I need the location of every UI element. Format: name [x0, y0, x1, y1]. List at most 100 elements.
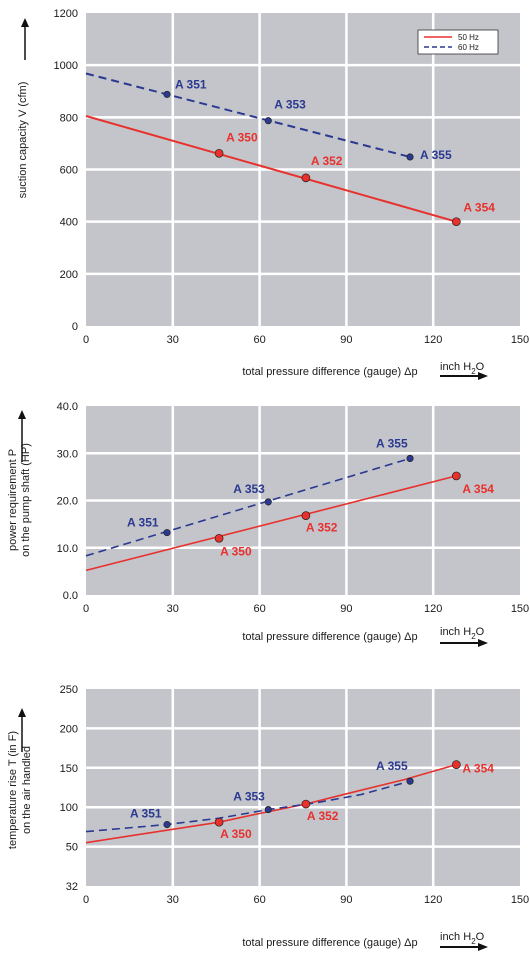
- y-tick-label: 800: [60, 112, 78, 124]
- y-tick-label: 200: [60, 269, 78, 281]
- point-label: A 354: [463, 201, 495, 215]
- legend-entry: 50 Hz: [458, 33, 479, 42]
- y-axis-label: suction capacity V (cfm): [17, 82, 29, 199]
- data-point: [301, 173, 311, 183]
- y-tick-label: 250: [60, 684, 78, 696]
- chart-panel-2: 0 30 60 90 120 150 0.0 10.0 20.0 30.0 40.0 A 350 A 3…: [7, 401, 529, 647]
- x-tick-label: 120: [424, 334, 442, 346]
- y-axis-arrowhead: [18, 708, 26, 717]
- chart-panel-3: 0 30 60 90 120 150 32 50 100 150 200 250 A 350 A 352 A…: [7, 684, 529, 951]
- series-line-50hz: [85, 115, 457, 223]
- point-label: A 350: [220, 544, 252, 558]
- point-label: A 355: [376, 436, 408, 450]
- x-tick-label: 90: [340, 334, 352, 346]
- y-tick-label: 30.0: [57, 448, 78, 460]
- data-point: [301, 511, 311, 520]
- x-axis-arrowhead: [478, 943, 488, 951]
- y-tick-label: 0.0: [63, 590, 78, 602]
- x-unit-suffix: O: [476, 361, 485, 373]
- point-label: A 352: [306, 521, 338, 535]
- data-point: [406, 777, 414, 785]
- x-unit-suffix: O: [476, 931, 485, 943]
- x-tick-label: 60: [253, 334, 265, 346]
- y-tick-label: 1000: [54, 60, 78, 72]
- x-tick-label: 60: [253, 603, 265, 615]
- chart-panel-1: 0 30 60 90 120 150 0 200 400 600 800 1000 1200 A 350 A…: [17, 8, 529, 380]
- y-axis-arrowhead: [21, 18, 29, 27]
- data-point: [264, 498, 272, 506]
- point-label: A 350: [220, 827, 252, 841]
- data-point: [264, 806, 272, 814]
- data-point: [163, 529, 171, 537]
- x-unit-prefix: inch H: [440, 361, 471, 373]
- x-axis-arrowhead: [478, 639, 488, 647]
- x-tick-label: 90: [340, 603, 352, 615]
- data-point: [451, 217, 461, 227]
- x-unit-sub: 2: [471, 632, 476, 641]
- y-tick-label: 1200: [54, 8, 78, 20]
- x-axis-label: total pressure difference (gauge) Δp: [242, 366, 417, 378]
- series-line-60hz: [85, 457, 411, 557]
- x-tick-label: 150: [511, 894, 529, 906]
- data-point: [214, 148, 224, 158]
- x-axis-label: total pressure difference (gauge) Δp: [242, 631, 417, 643]
- point-label: A 355: [420, 148, 452, 162]
- x-tick-label: 90: [340, 894, 352, 906]
- series-line-50hz: [85, 763, 457, 844]
- data-point: [214, 533, 224, 543]
- point-label: A 355: [376, 759, 408, 773]
- x-unit-suffix: O: [476, 626, 485, 638]
- y-tick-label: 32: [66, 881, 78, 893]
- point-label: A 351: [175, 77, 207, 91]
- plot-area: [86, 689, 520, 886]
- x-tick-label: 0: [83, 334, 89, 346]
- y-axis-label: on the pump shaft (HP): [20, 443, 32, 557]
- x-unit-label: inch H2O: [440, 931, 485, 946]
- x-tick-label: 60: [253, 894, 265, 906]
- x-unit-sub: 2: [471, 937, 476, 946]
- point-label: A 354: [462, 482, 494, 496]
- data-point: [406, 153, 414, 161]
- series-line-60hz: [85, 72, 411, 158]
- y-tick-label: 10.0: [57, 543, 78, 555]
- y-tick-label: 20.0: [57, 496, 78, 508]
- x-tick-label: 30: [167, 894, 179, 906]
- data-point: [264, 117, 272, 125]
- x-tick-label: 0: [83, 894, 89, 906]
- x-unit-label: inch H2O: [440, 626, 485, 641]
- x-unit-label: inch H2O: [440, 361, 485, 376]
- legend-entry: 60 Hz: [458, 43, 479, 52]
- data-point: [301, 799, 311, 809]
- x-axis-arrowhead: [478, 372, 488, 380]
- data-point: [163, 90, 171, 98]
- y-tick-label: 100: [60, 802, 78, 814]
- point-label: A 350: [226, 130, 258, 144]
- y-tick-label: 150: [60, 763, 78, 775]
- x-unit-prefix: inch H: [440, 931, 471, 943]
- data-point: [214, 817, 224, 827]
- y-tick-label: 200: [60, 723, 78, 735]
- x-tick-label: 120: [424, 894, 442, 906]
- point-label: A 354: [462, 762, 494, 776]
- point-label: A 353: [233, 790, 265, 804]
- point-label: A 352: [311, 154, 343, 168]
- data-point: [451, 471, 461, 481]
- legend-box: [417, 29, 499, 55]
- y-tick-label: 400: [60, 217, 78, 229]
- data-point: [406, 454, 414, 462]
- x-tick-label: 120: [424, 603, 442, 615]
- data-point: [451, 760, 461, 769]
- point-label: A 351: [130, 807, 162, 821]
- x-tick-label: 150: [511, 334, 529, 346]
- y-axis-label: on the air handled: [21, 746, 33, 834]
- data-point: [163, 820, 171, 829]
- y-tick-label: 0: [72, 321, 78, 333]
- point-label: A 351: [127, 516, 159, 530]
- point-label: A 353: [274, 98, 306, 112]
- y-tick-label: 40.0: [57, 401, 78, 413]
- x-axis-label: total pressure difference (gauge) Δp: [242, 937, 417, 949]
- x-tick-label: 150: [511, 603, 529, 615]
